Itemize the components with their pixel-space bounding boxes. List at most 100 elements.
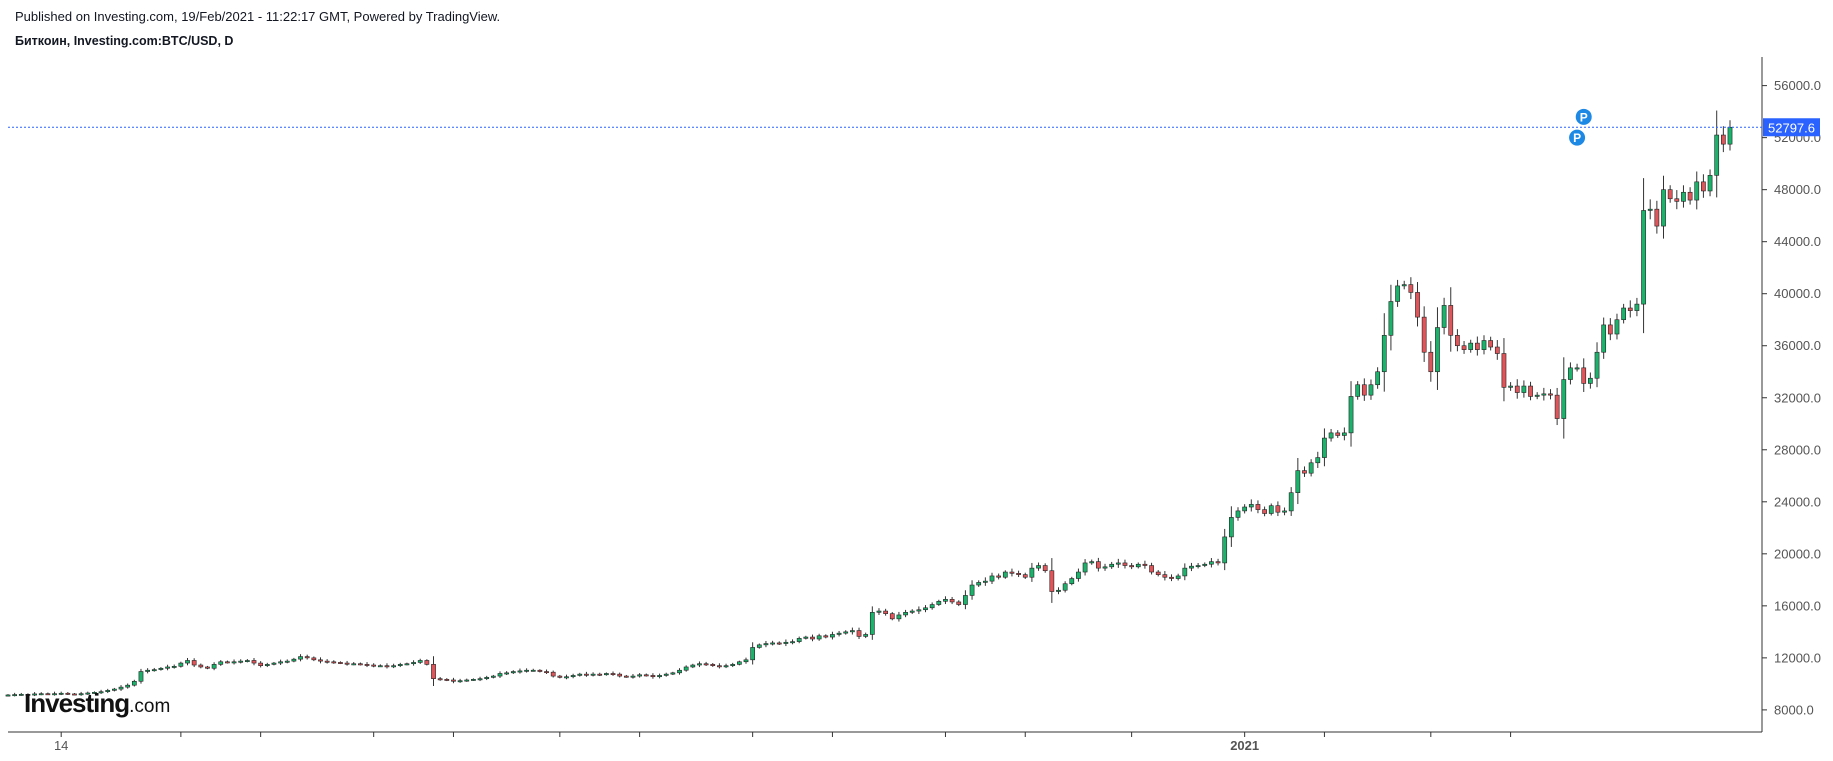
candle[interactable] bbox=[5, 694, 11, 697]
candle[interactable] bbox=[218, 661, 224, 665]
candle[interactable] bbox=[763, 643, 769, 646]
candle[interactable] bbox=[417, 660, 423, 663]
candle[interactable] bbox=[796, 638, 802, 642]
candle[interactable] bbox=[1002, 571, 1008, 578]
candle[interactable] bbox=[1561, 379, 1567, 419]
candle[interactable] bbox=[344, 662, 350, 665]
candle[interactable] bbox=[477, 678, 483, 681]
candle[interactable] bbox=[517, 670, 523, 673]
candle[interactable] bbox=[1701, 181, 1706, 192]
candle[interactable] bbox=[151, 669, 157, 672]
candle[interactable] bbox=[736, 661, 742, 665]
candle[interactable] bbox=[776, 642, 782, 645]
candle[interactable] bbox=[1135, 563, 1141, 568]
candle[interactable] bbox=[969, 584, 975, 596]
candle[interactable] bbox=[424, 660, 430, 665]
candle[interactable] bbox=[404, 663, 410, 666]
candle[interactable] bbox=[1175, 575, 1181, 579]
candle[interactable] bbox=[112, 688, 117, 691]
candle[interactable] bbox=[451, 679, 456, 682]
candle[interactable] bbox=[949, 599, 955, 603]
candle[interactable] bbox=[982, 580, 988, 583]
candle[interactable] bbox=[1169, 576, 1174, 579]
candle[interactable] bbox=[1056, 589, 1061, 592]
candle[interactable] bbox=[717, 665, 722, 668]
candle[interactable] bbox=[1574, 367, 1580, 370]
candle[interactable] bbox=[756, 644, 762, 648]
candle[interactable] bbox=[1627, 307, 1633, 311]
candle[interactable] bbox=[916, 609, 922, 612]
candle[interactable] bbox=[683, 666, 689, 671]
candle[interactable] bbox=[1215, 561, 1221, 564]
candle[interactable] bbox=[377, 665, 383, 668]
candle[interactable] bbox=[657, 675, 662, 678]
candle[interactable] bbox=[530, 669, 536, 672]
candle[interactable] bbox=[1568, 367, 1573, 380]
candle[interactable] bbox=[118, 686, 124, 690]
candle[interactable] bbox=[1441, 305, 1447, 328]
p-marker[interactable] bbox=[1575, 108, 1592, 125]
candle[interactable] bbox=[1155, 571, 1161, 575]
candle[interactable] bbox=[1415, 292, 1420, 318]
candle[interactable] bbox=[650, 675, 656, 678]
candle[interactable] bbox=[1601, 324, 1607, 353]
candle[interactable] bbox=[584, 673, 589, 676]
candle[interactable] bbox=[1069, 578, 1075, 585]
candle[interactable] bbox=[1461, 345, 1467, 350]
candle[interactable] bbox=[1494, 346, 1500, 354]
candle[interactable] bbox=[1262, 509, 1267, 514]
candle[interactable] bbox=[1361, 384, 1367, 396]
candle[interactable] bbox=[1275, 505, 1281, 513]
candle[interactable] bbox=[1508, 385, 1513, 388]
candle[interactable] bbox=[105, 690, 111, 692]
candle[interactable] bbox=[903, 612, 908, 616]
candle[interactable] bbox=[1401, 284, 1407, 287]
p-marker[interactable] bbox=[1569, 129, 1586, 146]
candle[interactable] bbox=[597, 673, 603, 676]
candle[interactable] bbox=[1036, 565, 1041, 569]
candle[interactable] bbox=[1076, 571, 1081, 579]
candle[interactable] bbox=[929, 604, 935, 609]
candle[interactable] bbox=[856, 630, 862, 637]
candle[interactable] bbox=[484, 677, 490, 679]
candle[interactable] bbox=[1714, 134, 1720, 176]
candle[interactable] bbox=[1022, 574, 1028, 578]
candle[interactable] bbox=[271, 662, 277, 665]
candle[interactable] bbox=[1428, 351, 1434, 373]
candle[interactable] bbox=[1335, 432, 1341, 436]
candle[interactable] bbox=[1029, 567, 1035, 578]
candle[interactable] bbox=[1149, 565, 1154, 573]
candle[interactable] bbox=[457, 680, 463, 683]
candle[interactable] bbox=[225, 661, 230, 664]
candle[interactable] bbox=[557, 675, 563, 678]
candle[interactable] bbox=[1122, 562, 1128, 566]
candle[interactable] bbox=[1554, 394, 1560, 419]
candle[interactable] bbox=[431, 664, 436, 679]
candle[interactable] bbox=[1421, 316, 1427, 353]
candle[interactable] bbox=[643, 674, 649, 677]
candle[interactable] bbox=[1534, 394, 1540, 397]
candle[interactable] bbox=[1009, 571, 1015, 574]
candle[interactable] bbox=[464, 679, 470, 682]
candle[interactable] bbox=[52, 693, 57, 696]
candle[interactable] bbox=[869, 612, 875, 635]
candle[interactable] bbox=[1102, 566, 1108, 569]
candle[interactable] bbox=[471, 679, 476, 681]
candle[interactable] bbox=[1621, 307, 1626, 321]
candle[interactable] bbox=[883, 610, 888, 614]
candle[interactable] bbox=[1581, 367, 1587, 384]
candle[interactable] bbox=[577, 673, 583, 676]
candle[interactable] bbox=[205, 666, 210, 669]
candle[interactable] bbox=[524, 669, 529, 672]
candle[interactable] bbox=[570, 675, 576, 678]
candle[interactable] bbox=[810, 636, 815, 640]
candle[interactable] bbox=[510, 671, 516, 674]
candle[interactable] bbox=[1687, 191, 1693, 201]
candle[interactable] bbox=[1388, 301, 1394, 336]
candle[interactable] bbox=[1096, 561, 1101, 569]
candle[interactable] bbox=[1368, 384, 1374, 396]
candle[interactable] bbox=[185, 660, 190, 664]
candle[interactable] bbox=[12, 694, 18, 697]
candle[interactable] bbox=[1588, 377, 1593, 384]
candle[interactable] bbox=[318, 659, 323, 662]
